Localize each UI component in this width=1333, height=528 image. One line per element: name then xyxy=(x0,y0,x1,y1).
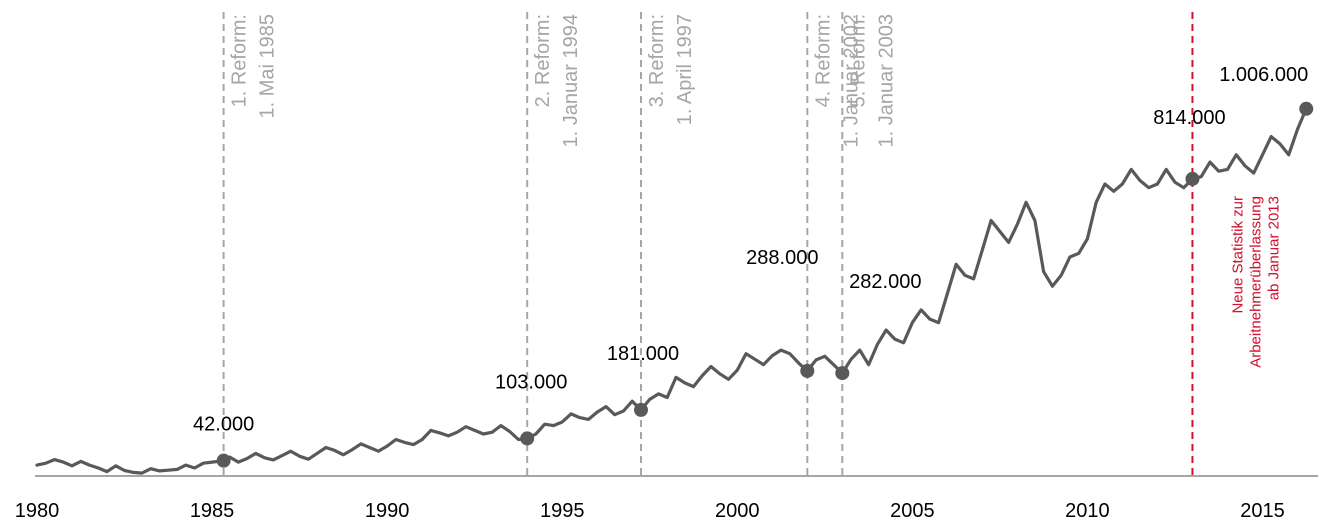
x-tick-1985: 1985 xyxy=(190,500,235,522)
reform-label-3-line-2: 1. April 1997 xyxy=(674,14,696,125)
reform-label-4-line-2: 1. Januar 2002 xyxy=(840,14,862,147)
series-line-segment-6 xyxy=(840,167,1195,375)
value-label-288.000: 288.000 xyxy=(746,247,818,269)
marker-288.000 xyxy=(800,363,815,378)
value-label-42.000: 42.000 xyxy=(193,414,254,436)
data-markers: 42.000 103.000 181.000 288.000 282.000 814.00… xyxy=(193,64,1314,468)
value-label-181.000: 181.000 xyxy=(607,343,679,365)
marker-1.006.000 xyxy=(1299,101,1314,116)
x-tick-2015: 2015 xyxy=(1240,500,1285,522)
new-statistic-label-line-3: ab Januar 2013 xyxy=(1265,196,1282,300)
reform-label-5-line-2: 1. Januar 2003 xyxy=(875,14,897,147)
x-tick-2010: 2010 xyxy=(1065,500,1110,522)
value-label-1.006.000: 1.006.000 xyxy=(1219,64,1308,86)
new-statistic-marker: Neue Statistik zur Arbeitnehmerüberlassun… xyxy=(1191,12,1282,476)
series-line-segment-1 xyxy=(35,458,226,475)
marker-42.000 xyxy=(216,453,231,468)
reform-label-1-line-2: 1. Mai 1985 xyxy=(257,14,279,119)
reform-label-2-line-2: 1. Januar 1994 xyxy=(560,14,582,147)
reform-label-3-line-1: 3. Reform: xyxy=(646,14,668,107)
reform-lines: 1. Reform: 1. Mai 1985 2. Reform: 1. Januar… xyxy=(222,12,897,476)
x-tick-1980: 1980 xyxy=(15,500,60,522)
x-tick-labels: 1980 1985 1990 1995 2000 2005 2010 2015 xyxy=(15,500,1285,522)
marker-814.000 xyxy=(1185,171,1200,186)
series-line-segment-2 xyxy=(222,424,529,464)
marker-103.000 xyxy=(520,431,535,446)
reform-label-1-line-1: 1. Reform: xyxy=(229,14,251,107)
series-line-segment-7 xyxy=(1190,107,1308,181)
series-line-segment-4 xyxy=(639,348,809,412)
reform-label-2-line-1: 2. Reform: xyxy=(532,14,554,107)
value-label-103.000: 103.000 xyxy=(495,371,567,393)
value-label-814.000: 814.000 xyxy=(1153,107,1225,129)
series xyxy=(35,107,1308,475)
new-statistic-label-line-1: Neue Statistik zur xyxy=(1229,196,1246,314)
series-line-segment-3 xyxy=(525,399,643,440)
x-tick-2005: 2005 xyxy=(890,500,935,522)
new-statistic-label-line-2: Arbeitnehmerüberlassung xyxy=(1247,196,1264,368)
marker-181.000 xyxy=(633,402,648,417)
marker-282.000 xyxy=(835,366,850,381)
x-tick-1990: 1990 xyxy=(365,500,410,522)
x-tick-1995: 1995 xyxy=(540,500,585,522)
reform-label-4-line-1: 4. Reform: xyxy=(812,14,834,107)
reform-label-5-line-1: 5. Reform: xyxy=(847,14,869,107)
x-tick-2000: 2000 xyxy=(715,500,760,522)
series-line-segment-5 xyxy=(805,354,844,375)
value-label-282.000: 282.000 xyxy=(849,271,921,293)
